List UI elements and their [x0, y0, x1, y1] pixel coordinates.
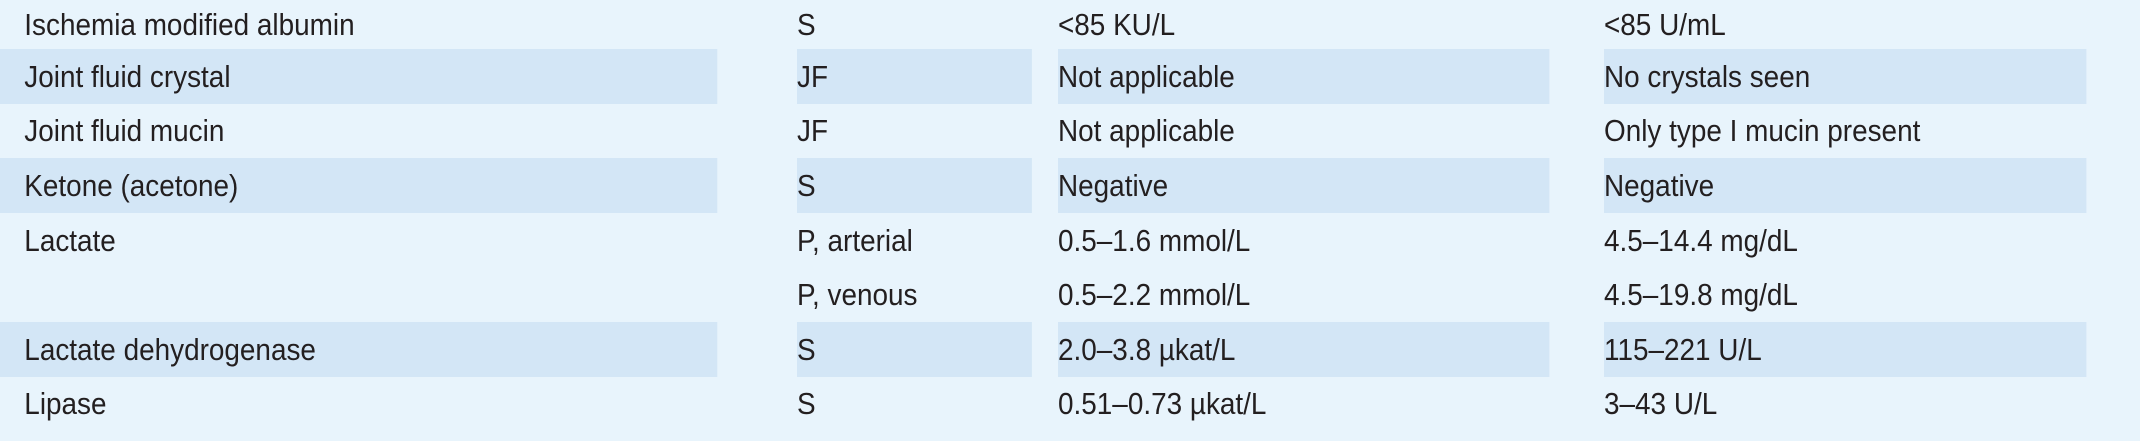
table-row: Ischemia modified albumin S <85 KU/L <85… [0, 0, 2140, 49]
test-name-cell: Ketone (acetone) [0, 158, 718, 213]
conventional-range-cell: No crystals seen [1604, 49, 2087, 104]
test-name-cell: Lactate [0, 212, 718, 268]
test-name-cell [0, 267, 718, 322]
table-row: Joint fluid crystal JF Not applicable No… [0, 49, 2140, 104]
specimen-cell: JF [797, 49, 1032, 104]
test-name-cell: Lactate dehydrogenase [0, 321, 718, 377]
specimen-cell: P, arterial [797, 212, 1032, 268]
table-row: Lactate dehydrogenase S 2.0–3.8 µkat/L 1… [0, 321, 2140, 377]
conventional-range-cell: Negative [1604, 158, 2087, 213]
table-row: Ketone (acetone) S Negative Negative [0, 158, 2140, 213]
specimen-cell: JF [797, 103, 1032, 159]
table-row: Joint fluid mucin JF Not applicable Only… [0, 103, 2140, 159]
conventional-range-cell: 4.5–14.4 mg/dL [1604, 212, 2087, 268]
si-range-cell: 2.0–3.8 µkat/L [1058, 321, 1550, 377]
conventional-range-cell: 115–221 U/L [1604, 321, 2087, 377]
specimen-cell: S [797, 0, 1032, 49]
si-range-cell: Not applicable [1058, 49, 1550, 104]
table-row: Lipase S 0.51–0.73 µkat/L 3–43 U/L [0, 376, 2140, 432]
test-name-cell: Lipase [0, 376, 718, 432]
specimen-cell: S [797, 158, 1032, 213]
test-name-cell: Joint fluid crystal [0, 49, 718, 104]
table-row: P, venous 0.5–2.2 mmol/L 4.5–19.8 mg/dL [0, 267, 2140, 322]
specimen-cell: S [797, 321, 1032, 377]
test-name-cell: Joint fluid mucin [0, 103, 718, 159]
specimen-cell: P, venous [797, 267, 1032, 322]
test-name-cell: Ischemia modified albumin [0, 0, 718, 49]
si-range-cell: 0.51–0.73 µkat/L [1058, 376, 1550, 432]
si-range-cell: 0.5–1.6 mmol/L [1058, 212, 1550, 268]
si-range-cell: <85 KU/L [1058, 0, 1550, 49]
si-range-cell: Not applicable [1058, 103, 1550, 159]
si-range-cell: 0.5–2.2 mmol/L [1058, 267, 1550, 322]
table-row: Lactate P, arterial 0.5–1.6 mmol/L 4.5–1… [0, 212, 2140, 268]
conventional-range-cell: <85 U/mL [1604, 0, 2087, 49]
conventional-range-cell: 4.5–19.8 mg/dL [1604, 267, 2087, 322]
specimen-cell: S [797, 376, 1032, 432]
si-range-cell: Negative [1058, 158, 1550, 213]
conventional-range-cell: 3–43 U/L [1604, 376, 2087, 432]
conventional-range-cell: Only type I mucin present [1604, 103, 2087, 159]
reference-values-table: Ischemia modified albumin S <85 KU/L <85… [0, 0, 2140, 432]
